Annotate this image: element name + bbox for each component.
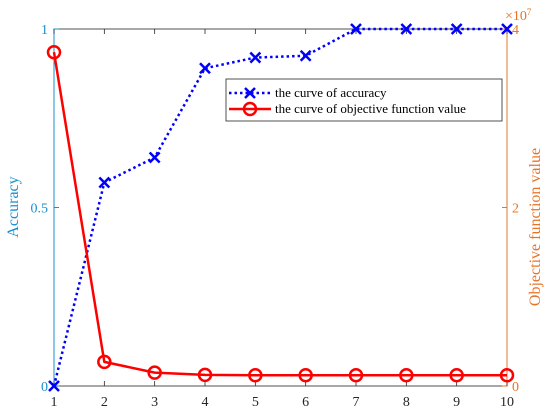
legend-box <box>225 78 503 122</box>
data-point-marker <box>299 49 312 62</box>
series-line <box>52 27 507 387</box>
legend-accuracy-label: the curve of accuracy <box>275 85 387 100</box>
data-point-marker <box>199 62 211 75</box>
data-point-marker <box>46 44 62 60</box>
data-point-marker <box>98 176 111 189</box>
data-point-marker <box>249 51 262 64</box>
left-axis-tick-label: 0 <box>41 380 48 395</box>
left-axis-tick-label: 0.5 <box>31 202 49 217</box>
x-axis-tick-label: 9 <box>453 395 460 410</box>
x-axis: 1 2 3 4 5 6 7 8 9 10 <box>51 29 514 410</box>
right-axis-tick-label: 4 <box>512 23 519 38</box>
x-axis-tick-label: 2 <box>101 395 108 410</box>
data-point-marker <box>148 151 161 164</box>
left-axis-tick-label: 1 <box>41 23 48 38</box>
data-point-marker <box>97 354 112 370</box>
x-axis-tick-label: 3 <box>151 395 158 410</box>
data-point-marker <box>501 23 513 35</box>
legend-entry-objective: the curve of objective function value <box>229 101 466 117</box>
legend-objective-label: the curve of objective function value <box>275 101 466 116</box>
data-point-marker <box>350 23 362 35</box>
series-objective <box>46 44 515 383</box>
right-axis: 0 2 4 <box>502 23 519 395</box>
right-axis-tick-label: 0 <box>512 380 519 395</box>
x-axis-tick-label: 6 <box>302 395 309 410</box>
right-axis-exponent-label: ×107 <box>505 7 532 24</box>
legend-accuracy-marker <box>244 87 256 99</box>
left-axis-label: Accuracy <box>5 176 22 237</box>
data-point-marker <box>348 368 364 383</box>
data-point-marker <box>48 380 60 392</box>
x-axis-tick-label: 10 <box>500 395 514 410</box>
x-axis-tick-label: 5 <box>252 395 259 410</box>
right-axis-tick-label: 2 <box>512 202 519 217</box>
series-accuracy <box>48 23 513 392</box>
legend-entry-accuracy: the curve of accuracy <box>229 85 387 100</box>
left-axis: 00.51 <box>31 23 59 395</box>
data-point-marker <box>400 23 413 35</box>
right-axis-label: Objective function value <box>527 148 544 306</box>
data-point-marker <box>449 368 464 383</box>
x-axis-tick-label: 8 <box>403 395 410 410</box>
data-point-marker <box>147 365 162 380</box>
data-point-marker <box>248 368 263 383</box>
data-point-marker <box>298 368 313 383</box>
series-layer <box>46 23 515 392</box>
series-line <box>52 52 507 377</box>
legend-objective-marker <box>242 101 258 117</box>
x-axis-tick-label: 4 <box>202 395 209 410</box>
data-point-marker <box>499 368 515 383</box>
data-point-marker <box>450 23 463 35</box>
x-axis-tick-label: 7 <box>353 395 360 410</box>
x-axis-tick-label: 1 <box>51 395 58 410</box>
data-point-marker <box>197 367 213 383</box>
legend: the curve of accuracy the curve of objec… <box>225 78 503 122</box>
data-point-marker <box>399 368 414 383</box>
